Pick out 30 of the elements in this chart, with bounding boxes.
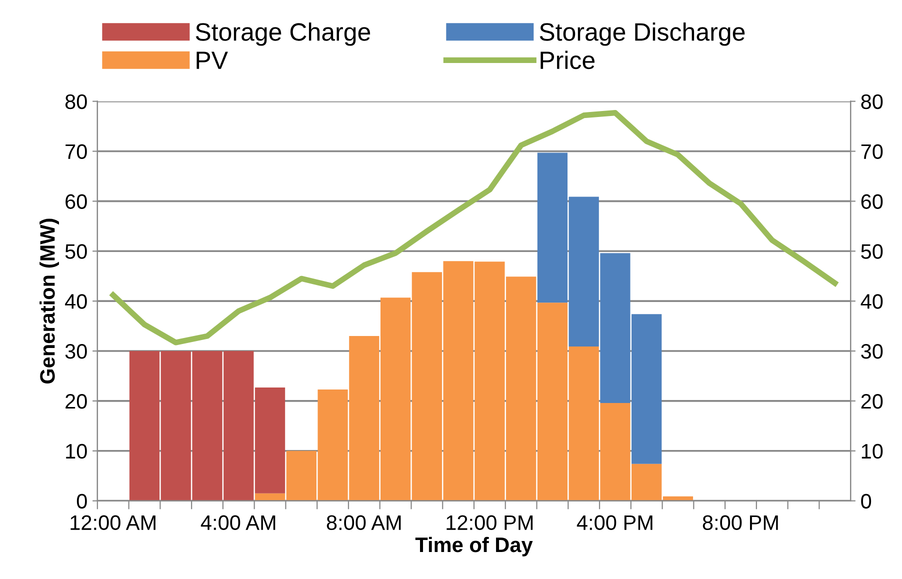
x-tick-label: 12:00 AM — [70, 515, 156, 530]
legend-label: PV — [196, 52, 228, 69]
y-axis-title: Generation (MW) — [40, 218, 59, 384]
y2-tick-label: 20 — [861, 394, 883, 409]
x-tick-label: 8:00 PM — [702, 515, 778, 530]
y-tick-label: 80 — [65, 94, 87, 110]
y-tick-label: 60 — [66, 194, 87, 209]
y2-tick-label: 40 — [860, 294, 883, 309]
legend-label: Price — [540, 50, 595, 70]
x-tick-label: 4:00 AM — [200, 515, 276, 530]
x-tick-label: 8:00 AM — [326, 515, 401, 530]
y-tick-label: 50 — [65, 244, 87, 259]
legend-label: Storage Discharge — [540, 22, 745, 46]
y-tick-label: 70 — [66, 144, 87, 160]
y2-tick-label: 10 — [862, 444, 883, 459]
y-tick-label: 20 — [66, 394, 87, 409]
y2-tick-label: 30 — [861, 344, 883, 359]
y2-tick-label: 50 — [861, 244, 883, 259]
y2-tick-label: 60 — [861, 194, 883, 209]
legend-label: Storage Charge — [196, 22, 370, 46]
y-tick-label: 0 — [76, 494, 87, 509]
y-tick-label: 30 — [65, 344, 87, 359]
y2-tick-label: 0 — [861, 494, 872, 509]
x-tick-label: 12:00 PM — [446, 515, 533, 530]
y-tick-label: 40 — [65, 294, 87, 309]
y2-tick-label: 70 — [861, 144, 883, 160]
x-axis-title: Time of Day — [415, 536, 533, 556]
y-tick-label: 10 — [66, 444, 87, 459]
y2-tick-label: 80 — [861, 94, 883, 110]
x-tick-label: 4:00 PM — [576, 515, 652, 530]
